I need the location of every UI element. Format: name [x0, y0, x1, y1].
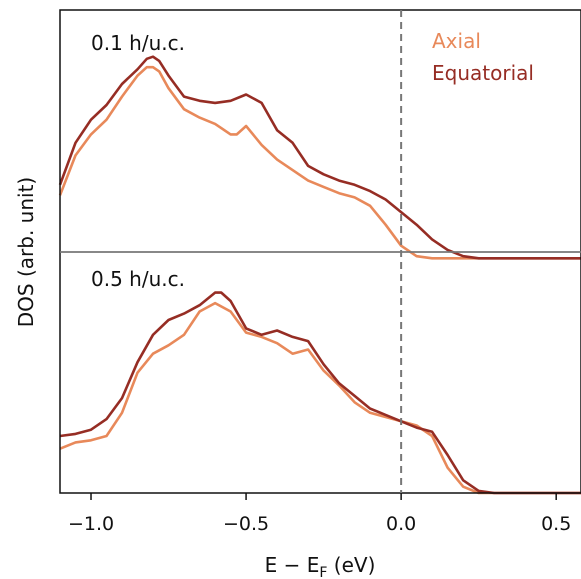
top-panel-label: 0.1 h/u.c. — [91, 31, 185, 55]
x-tick-label: −0.5 — [223, 513, 269, 535]
x-tick-label: −1.0 — [68, 513, 114, 535]
x-ticks: −1.0 −0.5 0.0 0.5 — [68, 493, 571, 535]
x-axis-label-unit: (eV) — [327, 553, 375, 577]
bottom-panel — [59, 291, 581, 495]
x-axis-label: E − EF (eV) — [265, 553, 376, 579]
series-line-axial-panel-1 — [58, 65, 581, 260]
legend: Axial Equatorial — [432, 29, 534, 85]
series-line-equatorial-panel-2 — [59, 291, 581, 495]
x-tick-label: 0.5 — [541, 513, 571, 535]
x-axis-label-main: E − E — [265, 553, 320, 577]
x-tick-label: 0.0 — [386, 513, 416, 535]
y-axis-label: DOS (arb. unit) — [14, 177, 38, 327]
x-axis-label-subscript: F — [319, 565, 327, 579]
top-panel — [58, 55, 581, 260]
legend-axial: Axial — [432, 29, 481, 53]
series-line-axial-panel-2 — [59, 301, 581, 495]
bottom-panel-label: 0.5 h/u.c. — [91, 267, 185, 291]
series-line-equatorial-panel-1 — [58, 55, 581, 260]
legend-equatorial: Equatorial — [432, 61, 534, 85]
